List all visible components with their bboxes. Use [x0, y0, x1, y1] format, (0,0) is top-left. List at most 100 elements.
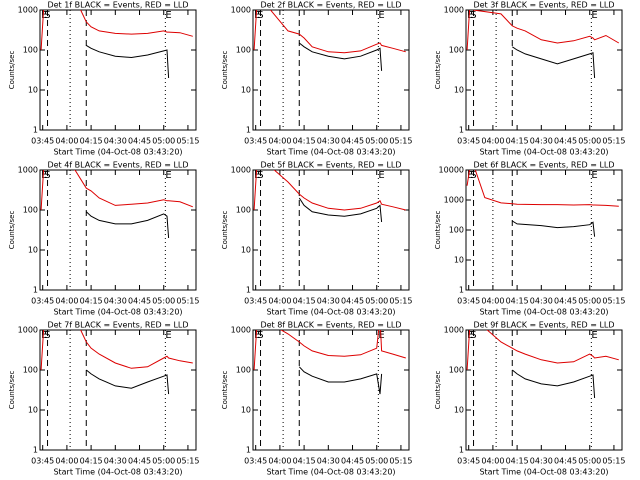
x-tick-label: 04:45	[128, 457, 151, 466]
y-axis-label: Counts/sec	[8, 211, 16, 250]
plot-area	[253, 10, 406, 71]
x-axis-label: Start Time (04-Oct-08 03:43:20)	[479, 308, 608, 317]
chart-title: Det 7f BLACK = Events, RED = LLD	[47, 321, 188, 330]
x-tick-label: 04:30	[530, 297, 553, 306]
panel: Det 5f BLACK = Events, RED = LLD Start Ti…	[221, 161, 412, 317]
x-tick-label: 05:00	[578, 137, 601, 146]
annotation: S	[44, 170, 50, 181]
annotation: E	[165, 170, 171, 181]
series-line	[466, 10, 620, 51]
annotation: E	[378, 170, 384, 181]
plot-frame	[39, 329, 197, 451]
x-tick-label: 04:30	[104, 457, 127, 466]
x-tick-label: 04:15	[80, 457, 103, 466]
x-axis-label: Start Time (04-Oct-08 03:43:20)	[266, 468, 395, 477]
x-tick-label: 03:45	[457, 457, 480, 466]
plot-area	[40, 170, 193, 239]
x-tick-label: 03:45	[31, 297, 54, 306]
x-tick-label: 05:15	[389, 457, 412, 466]
y-tick-label: 100	[236, 366, 251, 375]
series-line	[253, 10, 406, 54]
x-tick-label: 05:00	[152, 297, 175, 306]
x-tick-label: 04:00	[268, 457, 291, 466]
x-tick-label: 05:15	[602, 457, 625, 466]
series-line	[40, 170, 193, 211]
x-axis-label: Start Time (04-Oct-08 03:43:20)	[53, 468, 182, 477]
plot-frame	[252, 9, 410, 131]
y-tick-label: 10	[241, 86, 251, 95]
y-tick-label: 10	[241, 406, 251, 415]
x-axis-label: Start Time (04-Oct-08 03:43:20)	[266, 148, 395, 157]
x-tick-label: 04:15	[80, 297, 103, 306]
annotation: E	[591, 330, 597, 341]
x-tick-label: 03:45	[457, 137, 480, 146]
y-tick-label: 1000	[231, 6, 251, 15]
x-tick-label: 05:15	[176, 297, 199, 306]
annotation: S	[470, 170, 476, 181]
x-tick-label: 04:00	[481, 457, 504, 466]
y-tick-label: 1	[33, 286, 38, 295]
annotation: S	[257, 10, 263, 21]
x-tick-label: 04:00	[268, 137, 291, 146]
x-tick-label: 04:45	[341, 137, 364, 146]
annotation: S	[44, 10, 50, 21]
y-tick-label: 100	[449, 366, 464, 375]
x-tick-label: 05:00	[365, 297, 388, 306]
y-tick-label: 10	[454, 256, 464, 265]
x-tick-label: 03:45	[244, 297, 267, 306]
annotation: E	[467, 330, 473, 341]
x-tick-label: 03:45	[31, 137, 54, 146]
plot-frame	[252, 329, 410, 451]
x-tick-label: 04:30	[530, 137, 553, 146]
x-tick-label: 05:15	[602, 297, 625, 306]
x-tick-label: 05:15	[602, 137, 625, 146]
x-tick-label: 05:00	[152, 137, 175, 146]
panel: Det 9f BLACK = Events, RED = LLD Start Ti…	[434, 321, 625, 477]
chart-title: Det 1f BLACK = Events, RED = LLD	[47, 1, 188, 10]
x-tick-label: 04:15	[293, 297, 316, 306]
x-tick-label: 04:00	[481, 137, 504, 146]
series-line	[512, 220, 596, 237]
x-tick-label: 04:30	[317, 137, 340, 146]
annotation: S	[470, 10, 476, 21]
x-tick-label: 05:00	[152, 457, 175, 466]
y-tick-label: 1000	[231, 166, 251, 175]
y-axis-label: Counts/sec	[434, 51, 442, 90]
series-line	[466, 170, 619, 207]
series-line	[466, 330, 619, 371]
y-tick-label: 1	[459, 286, 464, 295]
x-tick-label: 04:15	[293, 457, 316, 466]
y-axis-label: Counts/sec	[434, 211, 442, 250]
chart-title: Det 5f BLACK = Events, RED = LLD	[260, 161, 401, 170]
x-tick-label: 04:30	[104, 137, 127, 146]
x-axis-label: Start Time (04-Oct-08 03:43:20)	[53, 308, 182, 317]
y-tick-label: 10	[454, 406, 464, 415]
plot-area	[253, 170, 406, 223]
x-tick-label: 05:00	[578, 297, 601, 306]
chart-title: Det 8f BLACK = Events, RED = LLD	[260, 321, 401, 330]
x-tick-label: 03:45	[31, 457, 54, 466]
series-line	[40, 330, 193, 371]
y-tick-label: 1	[246, 286, 251, 295]
annotation: E	[254, 170, 260, 181]
x-tick-label: 03:45	[457, 297, 480, 306]
plot-area	[40, 330, 193, 395]
y-axis-label: Counts/sec	[221, 51, 229, 90]
annotation: S	[257, 330, 263, 341]
x-tick-label: 04:45	[128, 137, 151, 146]
panel: Det 8f BLACK = Events, RED = LLD Start Ti…	[221, 321, 412, 477]
y-axis-label: Counts/sec	[221, 211, 229, 250]
annotation: E	[591, 10, 597, 21]
y-tick-label: 1000	[444, 6, 464, 15]
x-tick-label: 04:45	[554, 297, 577, 306]
x-tick-label: 04:45	[128, 297, 151, 306]
annotation: E	[41, 10, 47, 21]
y-tick-label: 1	[246, 446, 251, 455]
x-tick-label: 04:15	[506, 457, 529, 466]
x-tick-label: 05:00	[365, 137, 388, 146]
x-tick-label: 04:45	[554, 457, 577, 466]
plot-area	[253, 330, 406, 395]
chart-title: Det 3f BLACK = Events, RED = LLD	[473, 1, 614, 10]
y-tick-label: 100	[23, 46, 38, 55]
series-line	[253, 170, 406, 211]
